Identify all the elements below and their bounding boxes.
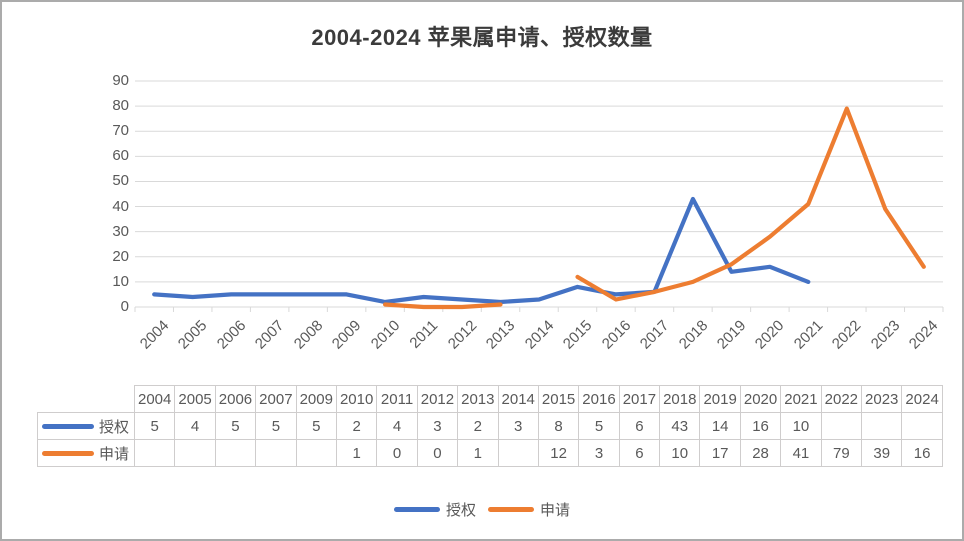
year-header-cell: 2010 (335, 385, 378, 413)
value-cell: 79 (820, 439, 863, 467)
value-cell: 2 (457, 412, 499, 440)
value-cell: 16 (901, 439, 943, 467)
value-cell (497, 439, 539, 467)
value-cell: 2 (335, 412, 378, 440)
value-cell: 3 (497, 412, 539, 440)
value-cell: 43 (659, 412, 701, 440)
year-header-cell: 2018 (659, 385, 701, 413)
y-axis-label: 40 (112, 197, 129, 215)
value-cell: 0 (376, 439, 418, 467)
year-header-cell: 2015 (537, 385, 580, 413)
value-cell: 5 (255, 412, 297, 440)
data-table: 2004 2005 2006 2007 2009 2010 2011 2012 2013 2014… (37, 385, 943, 467)
legend-item: 申请 (488, 499, 570, 520)
value-cell (820, 412, 863, 440)
year-header-cell: 2016 (578, 385, 620, 413)
y-axis-label: 80 (112, 97, 129, 115)
y-axis-label: 0 (120, 298, 129, 315)
value-cell: 14 (699, 412, 741, 440)
legend-line-icon (488, 507, 534, 512)
value-cell (214, 439, 257, 467)
year-header-cell: 2004 (133, 385, 176, 413)
legend-key-line-icon (42, 423, 94, 429)
y-axis-label: 50 (112, 172, 129, 190)
year-header-cell: 2009 (295, 385, 337, 413)
y-axis-label: 20 (112, 247, 129, 265)
year-header-cell: 2013 (457, 385, 499, 413)
value-cell: 1 (457, 439, 499, 467)
legend-key-line-icon (42, 450, 94, 456)
y-axis-label: 90 (112, 72, 129, 89)
year-header-cell: 2024 (901, 385, 943, 413)
applied-line-series (383, 302, 503, 310)
value-cell: 5 (295, 412, 337, 440)
value-cell: 1 (335, 439, 378, 467)
authorized-line-series (152, 196, 811, 305)
value-cell: 5 (578, 412, 620, 440)
value-cell (295, 439, 337, 467)
legend-line-icon (393, 507, 440, 512)
chart-legend: 授权 申请 (2, 499, 962, 520)
table-row: 授权 5 4 5 5 5 2 4 3 2 3 8 5 6 43 14 16 10 (37, 412, 943, 440)
series-label: 申请 (99, 445, 130, 463)
year-header-cell: 2014 (497, 385, 539, 413)
value-cell (174, 439, 216, 467)
value-cell: 5 (133, 412, 176, 440)
value-cell: 28 (739, 439, 782, 467)
value-cell: 10 (780, 412, 822, 440)
year-header-cell: 2022 (820, 385, 863, 413)
table-corner-cell (38, 386, 135, 413)
value-cell: 17 (699, 439, 741, 467)
series-key-cell: 申请 (37, 439, 135, 467)
value-cell (901, 412, 943, 440)
legend-label: 申请 (540, 502, 571, 519)
year-header-cell: 2007 (255, 385, 297, 413)
value-cell: 12 (537, 439, 580, 467)
line-chart-plot (134, 80, 944, 312)
year-header-cell: 2011 (376, 385, 418, 413)
value-cell: 8 (537, 412, 580, 440)
value-cell: 4 (174, 412, 216, 440)
value-cell: 6 (618, 439, 661, 467)
year-header-cell: 2012 (416, 385, 459, 413)
y-axis-label: 10 (112, 272, 129, 290)
y-axis-label: 70 (112, 122, 129, 140)
y-axis-label: 30 (112, 222, 129, 240)
value-cell (133, 439, 176, 467)
value-cell: 3 (578, 439, 620, 467)
year-header-cell: 2020 (739, 385, 782, 413)
value-cell: 10 (659, 439, 701, 467)
year-header-cell: 2006 (214, 385, 257, 413)
value-cell: 16 (739, 412, 782, 440)
value-cell: 0 (416, 439, 459, 467)
value-cell: 39 (861, 439, 903, 467)
year-header-cell: 2019 (699, 385, 741, 413)
series-label: 授权 (99, 418, 130, 436)
year-header-cell: 2021 (780, 385, 822, 413)
value-cell: 3 (416, 412, 459, 440)
year-header-cell: 2023 (861, 385, 903, 413)
year-header-cell: 2005 (174, 385, 216, 413)
value-cell (255, 439, 297, 467)
value-cell: 5 (214, 412, 257, 440)
value-cell: 41 (780, 439, 822, 467)
chart-title: 2004-2024 苹果属申请、授权数量 (311, 25, 653, 50)
legend-item: 授权 (393, 499, 476, 520)
year-header-cell: 2017 (618, 385, 661, 413)
y-axis-label: 60 (112, 147, 129, 165)
value-cell: 4 (376, 412, 418, 440)
legend-label: 授权 (445, 502, 476, 519)
series-key-cell: 授权 (37, 412, 135, 440)
applied-line-series (575, 106, 926, 302)
value-cell (861, 412, 903, 440)
value-cell: 6 (618, 412, 661, 440)
table-header-row: 2004 2005 2006 2007 2009 2010 2011 2012 2013 2014… (38, 385, 943, 413)
table-row: 申请 1 0 0 1 12 3 6 10 17 28 41 79 39 16 (37, 439, 943, 467)
